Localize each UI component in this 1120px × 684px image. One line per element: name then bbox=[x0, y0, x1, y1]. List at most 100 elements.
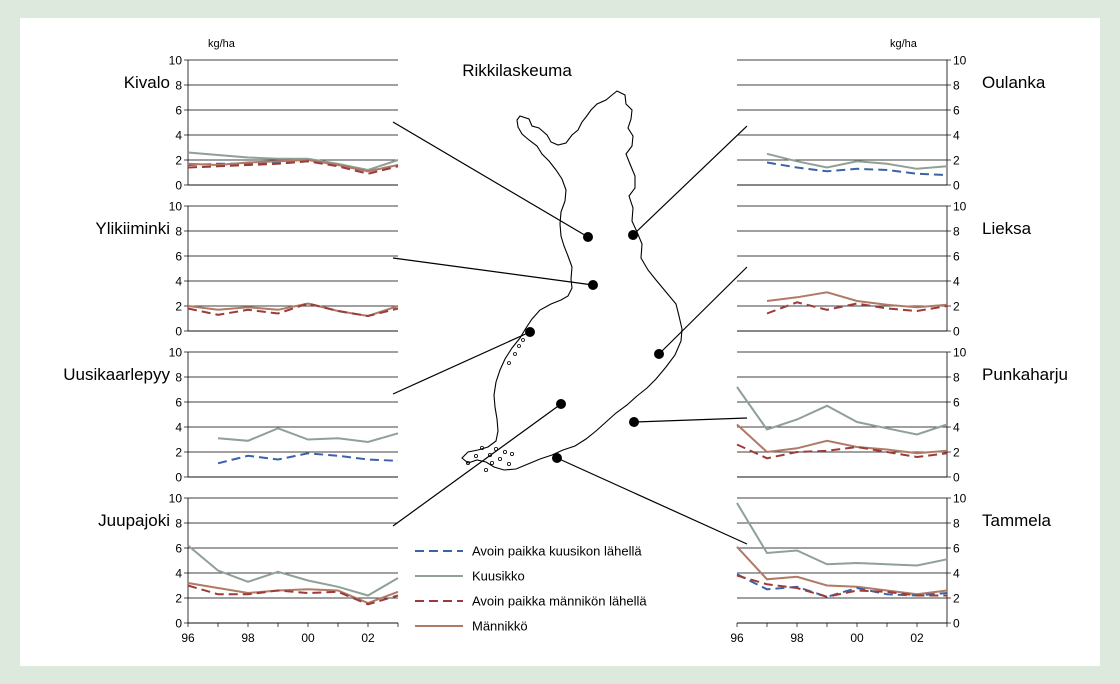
y-tick-label: 10 bbox=[953, 54, 967, 68]
site-label: Uusikaarlepyy bbox=[63, 365, 170, 384]
y-tick-label: 2 bbox=[953, 592, 960, 606]
y-tick-label: 8 bbox=[175, 79, 182, 93]
island-shape bbox=[489, 460, 494, 465]
series-line-kuusikko bbox=[187, 151, 399, 172]
plot-punkaharju: 0 2 4 6 8 10 Punkaharju bbox=[736, 346, 1068, 485]
legend-label: Avoin paikka kuusikon lähellä bbox=[472, 544, 642, 559]
y-tick-label: 2 bbox=[953, 446, 960, 460]
site-marker bbox=[525, 327, 535, 337]
legend-label: Kuusikko bbox=[472, 569, 525, 584]
y-tick-label: 8 bbox=[953, 371, 960, 385]
finland-outline bbox=[461, 90, 683, 471]
legend-label: Avoin paikka männikön lähellä bbox=[472, 594, 647, 609]
site-label: Lieksa bbox=[982, 219, 1032, 238]
plot-ylikiiminki: 0 2 4 6 8 10 Ylikiiminki bbox=[95, 200, 399, 339]
series-line-mannikko bbox=[736, 546, 948, 596]
y-tick-label: 8 bbox=[175, 371, 182, 385]
series-line-mannikko bbox=[187, 158, 399, 173]
y-tick-label: 10 bbox=[169, 346, 183, 360]
site-label: Kivalo bbox=[124, 73, 170, 92]
island-shape bbox=[479, 445, 484, 450]
series-line-kuusikko bbox=[766, 152, 948, 170]
plot-oulanka: 0 2 4 6 8 10 Oulanka bbox=[737, 54, 1046, 193]
series-line-avoin_mannikko bbox=[736, 574, 947, 598]
site-plots: 0246810Kivalo0246810Ylikiiminki0246810Uu… bbox=[63, 54, 1068, 646]
connector-line bbox=[633, 417, 748, 423]
y-tick-label: 10 bbox=[953, 492, 967, 506]
connector-line bbox=[556, 457, 748, 545]
y-tick-label: 2 bbox=[175, 592, 182, 606]
y-tick-label: 6 bbox=[953, 250, 960, 264]
y-tick-label: 10 bbox=[169, 200, 183, 214]
y-tick-label: 2 bbox=[175, 154, 182, 168]
y-tick-label: 10 bbox=[169, 492, 183, 506]
legend: Avoin paikka kuusikon lähellä Kuusikko Avo… bbox=[415, 544, 647, 634]
chart-panel: 0 2 4 6 8 10 Kivalo 0 2 4 6 8 10 Ylikiiminki 0 2 4 6 8 10 Uu… bbox=[20, 18, 1100, 666]
connector-line bbox=[658, 266, 748, 355]
unit-right: kg/ha bbox=[890, 38, 918, 50]
y-tick-label: 8 bbox=[953, 225, 960, 239]
y-tick-label: 4 bbox=[953, 421, 960, 435]
site-marker bbox=[552, 453, 562, 463]
series-line-kuusikko bbox=[736, 502, 948, 567]
connector-line bbox=[392, 121, 589, 238]
x-tick-label: 02 bbox=[361, 631, 375, 645]
y-tick-label: 10 bbox=[953, 346, 967, 360]
finland-map bbox=[461, 90, 683, 472]
island-shape bbox=[513, 352, 517, 356]
x-tick-label: 96 bbox=[181, 631, 195, 645]
series-line-mannikko bbox=[766, 291, 948, 309]
y-tick-label: 0 bbox=[175, 325, 182, 339]
connector-lines bbox=[392, 121, 748, 545]
y-tick-label: 6 bbox=[175, 104, 182, 118]
y-tick-label: 4 bbox=[175, 275, 182, 289]
y-tick-label: 0 bbox=[175, 179, 182, 193]
y-tick-label: 6 bbox=[175, 542, 182, 556]
site-marker bbox=[654, 349, 664, 359]
connector-line bbox=[392, 403, 562, 527]
island-shape bbox=[473, 453, 478, 458]
y-tick-label: 0 bbox=[175, 617, 182, 631]
y-tick-label: 8 bbox=[953, 517, 960, 531]
island-shape bbox=[465, 460, 470, 465]
island-shape bbox=[509, 451, 514, 456]
y-tick-label: 8 bbox=[175, 225, 182, 239]
unit-left: kg/ha bbox=[208, 38, 236, 50]
y-tick-label: 8 bbox=[175, 517, 182, 531]
x-tick-label: 00 bbox=[301, 631, 315, 645]
connector-line bbox=[632, 125, 748, 236]
series-line-avoin_mannikko bbox=[187, 584, 399, 606]
series-line-avoin_mannikko bbox=[187, 302, 399, 318]
y-tick-label: 0 bbox=[953, 617, 960, 631]
site-label: Punkaharju bbox=[982, 365, 1068, 384]
y-tick-label: 2 bbox=[175, 300, 182, 314]
island-shape bbox=[483, 467, 488, 472]
y-tick-label: 6 bbox=[175, 250, 182, 264]
series-line-mannikko bbox=[187, 582, 399, 605]
series-line-mannikko bbox=[187, 302, 399, 318]
series-line-mannikko bbox=[736, 423, 948, 455]
series-line-avoin_mannikko bbox=[187, 160, 399, 175]
series-line-kuusikko bbox=[217, 427, 399, 444]
site-label: Ylikiiminki bbox=[95, 219, 170, 238]
site-label: Oulanka bbox=[982, 73, 1046, 92]
series-line-avoin_kuusikko bbox=[766, 161, 948, 176]
series-line-avoin_mannikko bbox=[766, 301, 948, 315]
y-tick-label: 2 bbox=[175, 446, 182, 460]
y-tick-label: 0 bbox=[953, 471, 960, 485]
plot-lieksa: 0 2 4 6 8 10 Lieksa bbox=[737, 200, 1032, 339]
series-line-avoin_kuusikko bbox=[217, 452, 399, 465]
plot-uusikaarlepyy: 0 2 4 6 8 10 Uusikaarlepyy bbox=[63, 346, 399, 485]
y-tick-label: 6 bbox=[953, 396, 960, 410]
y-tick-label: 4 bbox=[175, 421, 182, 435]
map-title: Rikkilaskeuma bbox=[462, 61, 572, 80]
y-tick-label: 4 bbox=[953, 129, 960, 143]
x-tick-label: 00 bbox=[850, 631, 864, 645]
island-shape bbox=[521, 338, 525, 342]
y-tick-label: 6 bbox=[175, 396, 182, 410]
site-marker bbox=[588, 280, 598, 290]
y-tick-label: 10 bbox=[169, 54, 183, 68]
y-tick-label: 4 bbox=[953, 567, 960, 581]
